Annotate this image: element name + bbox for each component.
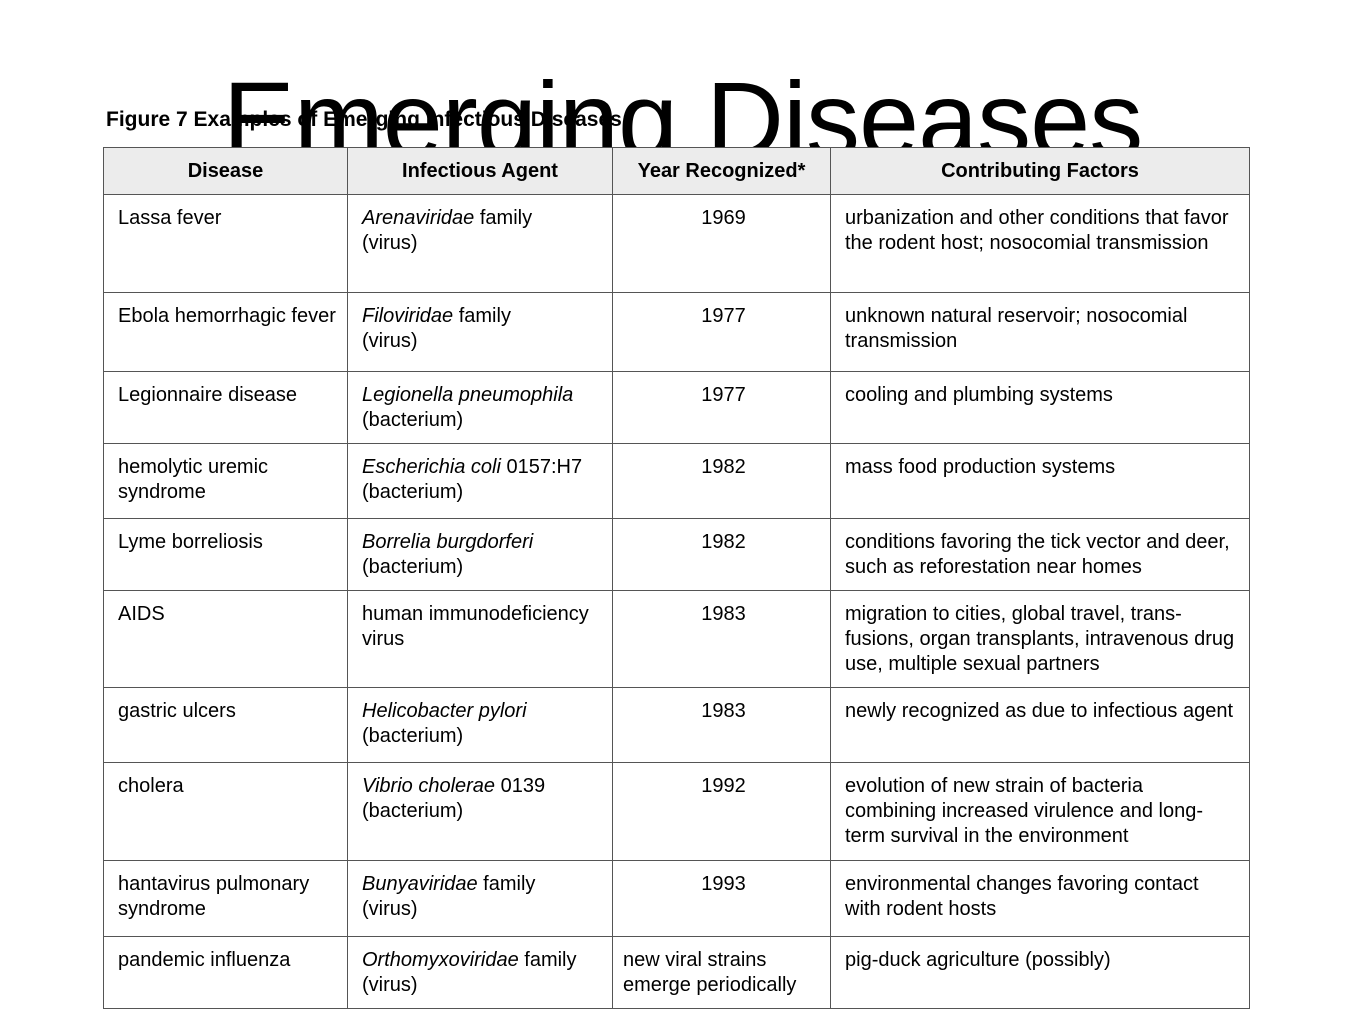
table-header-row: Disease Infectious Agent Year Recognized…: [103, 147, 1250, 195]
table-row: hemolytic uremic syndrome Escherichia co…: [103, 443, 1250, 519]
factors-cell: unknown natural reservoir; nosocomial tr…: [830, 292, 1250, 372]
agent-name: Escherichia coli: [362, 456, 501, 478]
agent-qualifier: family: [453, 305, 511, 327]
agent-type: (bacterium): [362, 800, 464, 822]
table-row: hantavirus pulmonary syndrome Bunyavirid…: [103, 860, 1250, 937]
agent-name: Filoviridae: [362, 305, 454, 327]
disease-cell: hemolytic uremic syndrome: [103, 443, 348, 519]
disease-cell: cholera: [103, 762, 348, 861]
factors-cell: cooling and plumbing systems: [830, 371, 1250, 444]
table-row: AIDS human immunodeficiency virus 1983 mi…: [103, 590, 1250, 688]
year-cell: 1982: [612, 443, 831, 519]
agent-qualifier: human immunodeficiency: [362, 603, 589, 625]
header-year-recognized: Year Recognized*: [612, 147, 831, 195]
factors-cell: newly recognized as due to infectious ag…: [830, 687, 1250, 763]
disease-cell: pandemic influenza: [103, 936, 348, 1009]
factors-cell: urbanization and other conditions that f…: [830, 194, 1250, 293]
disease-cell: gastric ulcers: [103, 687, 348, 763]
agent-cell: Vibrio cholerae 0139 (bacterium): [347, 762, 613, 861]
agent-qualifier: family: [477, 873, 536, 895]
table-row: Lyme borreliosis Borrelia burgdorferi (ba…: [103, 518, 1250, 591]
agent-cell: Arenaviridae family (virus): [347, 194, 613, 293]
figure-caption: Figure 7 Examples of Emerging Infectious…: [106, 108, 622, 131]
agent-type: (virus): [362, 330, 418, 352]
table-row: Lassa fever Arenaviridae family (virus) 1…: [103, 194, 1250, 293]
agent-qualifier: family: [518, 949, 577, 971]
agent-cell: human immunodeficiency virus: [347, 590, 613, 688]
year-cell: 1993: [612, 860, 831, 937]
factors-cell: evolution of new strain of bacteria comb…: [830, 762, 1250, 861]
agent-type: (virus): [362, 974, 418, 996]
disease-cell: Ebola hemorrhagic fever: [103, 292, 348, 372]
agent-type: (bacterium): [362, 725, 464, 747]
table-row: Ebola hemorrhagic fever Filoviridae fami…: [103, 292, 1250, 372]
table-row: Legionnaire disease Legionella pneumophi…: [103, 371, 1250, 444]
factors-cell: pig-duck agriculture (possibly): [830, 936, 1250, 1009]
factors-cell: migration to cities, global travel, tran…: [830, 590, 1250, 688]
agent-qualifier: 0157:H7: [500, 456, 583, 478]
agent-name: Bunyaviridae: [362, 873, 478, 895]
disease-cell: Legionnaire disease: [103, 371, 348, 444]
agent-qualifier: 0139: [495, 775, 546, 797]
agent-cell: Filoviridae family (virus): [347, 292, 613, 372]
year-cell: new viral strains emerge periodically: [612, 936, 831, 1009]
factors-cell: conditions favoring the tick vector and …: [830, 518, 1250, 591]
disease-cell: Lyme borreliosis: [103, 518, 348, 591]
year-cell: 1983: [612, 590, 831, 688]
agent-type: (bacterium): [362, 481, 464, 503]
year-cell: 1969: [612, 194, 831, 293]
disease-cell: AIDS: [103, 590, 348, 688]
agent-cell: Legionella pneumophila (bacterium): [347, 371, 613, 444]
table-row: cholera Vibrio cholerae 0139 (bacterium) …: [103, 762, 1250, 861]
table-row: pandemic influenza Orthomyxoviridae fami…: [103, 936, 1250, 1009]
disease-cell: Lassa fever: [103, 194, 348, 293]
agent-name: Arenaviridae: [362, 207, 475, 229]
agent-qualifier: family: [474, 207, 533, 229]
header-disease: Disease: [103, 147, 348, 195]
agent-name: Legionella pneumophila: [362, 384, 574, 406]
header-infectious-agent: Infectious Agent: [347, 147, 613, 195]
year-cell: 1992: [612, 762, 831, 861]
agent-cell: Escherichia coli 0157:H7 (bacterium): [347, 443, 613, 519]
year-cell: 1982: [612, 518, 831, 591]
agent-name: Orthomyxoviridae: [362, 949, 519, 971]
table-row: gastric ulcers Helicobacter pylori (bacte…: [103, 687, 1250, 763]
year-cell: 1977: [612, 292, 831, 372]
agent-type: virus: [362, 628, 405, 650]
agent-type: (bacterium): [362, 409, 464, 431]
agent-type: (bacterium): [362, 556, 464, 578]
emerging-diseases-table: Disease Infectious Agent Year Recognized…: [103, 147, 1250, 1009]
year-cell: 1977: [612, 371, 831, 444]
agent-name: Vibrio cholerae: [362, 775, 496, 797]
factors-cell: environmental changes favoring contact w…: [830, 860, 1250, 937]
agent-type: (virus): [362, 898, 418, 920]
agent-cell: Borrelia burgdorferi (bacterium): [347, 518, 613, 591]
agent-name: Helicobacter pylori: [362, 700, 527, 722]
year-cell: 1983: [612, 687, 831, 763]
agent-cell: Orthomyxoviridae family (virus): [347, 936, 613, 1009]
agent-cell: Bunyaviridae family (virus): [347, 860, 613, 937]
disease-cell: hantavirus pulmonary syndrome: [103, 860, 348, 937]
agent-name: Borrelia burgdorferi: [362, 531, 534, 553]
agent-type: (virus): [362, 232, 418, 254]
factors-cell: mass food production systems: [830, 443, 1250, 519]
agent-cell: Helicobacter pylori (bacterium): [347, 687, 613, 763]
header-contributing-factors: Contributing Factors: [830, 147, 1250, 195]
